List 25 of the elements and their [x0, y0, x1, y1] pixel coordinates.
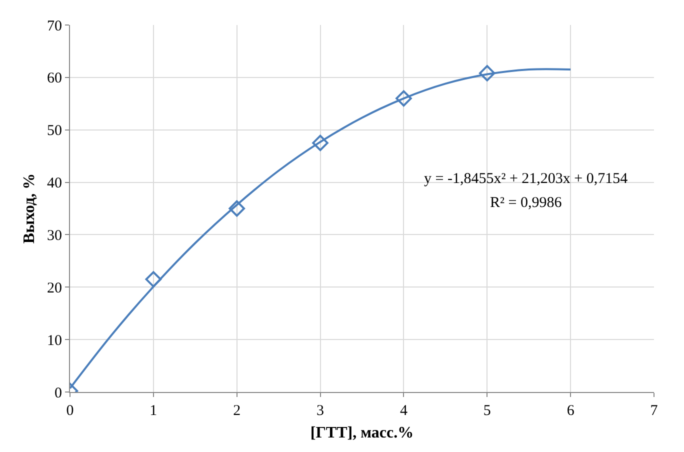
y-tick-label: 10 — [47, 332, 62, 349]
x-tick-label: 6 — [566, 403, 575, 419]
y-tick-label: 0 — [54, 385, 62, 402]
y-tick-label: 20 — [47, 280, 62, 296]
x-tick-label: 4 — [400, 403, 408, 419]
x-axis-title: [ГТТ], масс.% — [310, 424, 414, 442]
point — [145, 271, 162, 288]
point — [312, 134, 328, 152]
y-tick-label: 60 — [47, 70, 62, 87]
y-axis-title: Выход, % — [20, 173, 38, 244]
point — [478, 65, 496, 82]
x-tick-label: 2 — [233, 403, 241, 419]
annotation: R² = 0,9986 — [490, 195, 562, 211]
point — [396, 90, 412, 107]
x-tick-label: 3 — [316, 403, 324, 419]
x-tick-label: 1 — [150, 403, 158, 419]
annotation: y = -1,8455x² + 21,203x + 0,7154 — [424, 171, 628, 187]
x-tick-label: 7 — [650, 403, 658, 419]
y-tick-label: 30 — [47, 228, 62, 244]
x-tick-label: 5 — [483, 403, 491, 419]
y-tick-label: 50 — [47, 123, 62, 140]
y-tick-label: 40 — [47, 176, 62, 192]
y-tick-label: 70 — [47, 18, 62, 34]
x-tick-label: 0 — [66, 403, 74, 419]
point — [228, 200, 246, 217]
